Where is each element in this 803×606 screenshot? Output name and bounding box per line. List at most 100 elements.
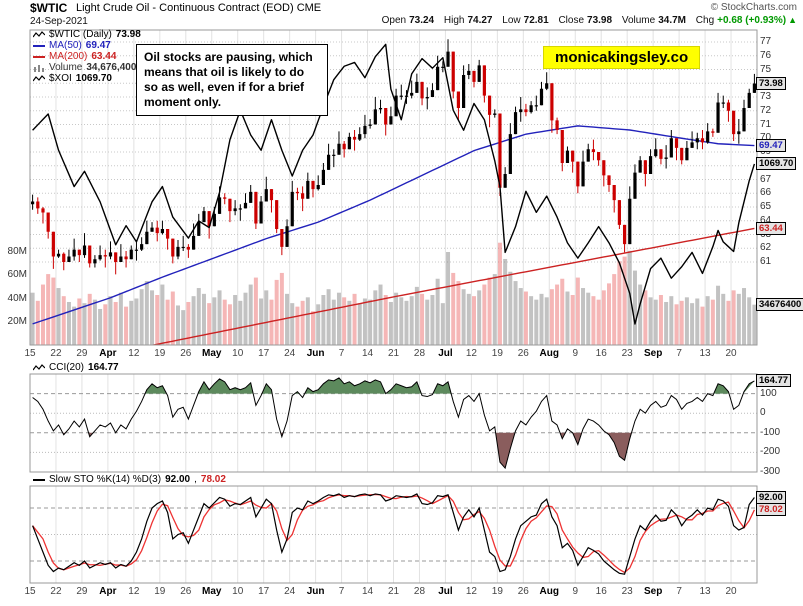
volume-axis-label: 40M — [7, 292, 27, 304]
price-axis-label: 72 — [760, 104, 772, 116]
sto-k-value: 92.00 — [165, 474, 191, 485]
price-axis-label: 61 — [760, 256, 772, 267]
x-axis-label: 28 — [413, 348, 426, 359]
quote-open-label: Open — [381, 15, 407, 26]
x-axis-label: Apr — [99, 348, 117, 359]
legend-label-ma50: MA(50) — [49, 40, 82, 51]
legend-value-ma200: 63.44 — [91, 51, 117, 62]
xoi-series-icon — [33, 74, 45, 81]
x-axis-label-bottom: 7 — [676, 586, 682, 597]
x-axis-label: 13 — [699, 348, 711, 359]
cci-axis-label: -100 — [760, 426, 781, 438]
x-axis-label: Jul — [438, 348, 453, 359]
copyright: © StockCharts.com — [710, 2, 797, 13]
x-axis-label-bottom: 13 — [699, 586, 711, 597]
price-value-tag: 73.98 — [756, 77, 786, 91]
ma200-series-icon — [33, 55, 45, 58]
x-axis-label-bottom: 28 — [413, 586, 426, 597]
x-axis-label: Sep — [643, 348, 663, 359]
x-axis-label-bottom: 15 — [24, 586, 36, 597]
x-axis-label: 7 — [338, 348, 345, 359]
quote-low-label: Low — [502, 15, 521, 26]
legend-row-xoi: $XOI 1069.70 — [33, 73, 141, 84]
legend-row-ma50: MA(50) 69.47 — [33, 40, 141, 51]
x-axis-label-bottom: Aug — [539, 586, 559, 597]
price-axis-label: 67 — [760, 173, 772, 185]
sto-series-icon — [33, 478, 45, 481]
cci-legend: CCI(20) 164.77 — [33, 362, 119, 373]
quote-chg-value: +0.68 (+0.93%) — [717, 15, 787, 26]
x-axis-label-bottom: 14 — [361, 586, 374, 597]
x-axis-label: 26 — [517, 348, 529, 359]
x-axis-label: 26 — [180, 348, 192, 359]
quote-line: Open 73.24 High 74.27 Low 72.81 Close 73.98 … — [382, 15, 797, 26]
x-axis-label: 12 — [128, 348, 140, 359]
wtic-series-icon — [33, 30, 45, 37]
main-legend: $WTIC (Daily) 73.98 MA(50) 69.47 MA(200) 63.4… — [33, 29, 141, 84]
sto-value-tag: 92.00 — [756, 490, 786, 504]
x-axis-label: Aug — [539, 348, 559, 359]
legend-value-wtic: 73.98 — [115, 29, 141, 40]
quote-high-label: High — [443, 15, 465, 26]
price-axis-label: 70 — [760, 132, 772, 144]
x-axis-label: 19 — [491, 348, 503, 359]
x-axis-label: 14 — [361, 348, 374, 359]
x-axis-label-bottom: 24 — [284, 586, 296, 597]
price-value-tag: 63.44 — [756, 221, 786, 235]
quote-open-value: 73.24 — [409, 15, 435, 26]
quote-high-value: 74.27 — [467, 15, 493, 26]
legend-value-xoi: 1069.70 — [75, 73, 112, 84]
x-axis-label: May — [202, 348, 222, 359]
x-axis-label: 15 — [24, 348, 36, 359]
legend-row-ma200: MA(200) 63.44 — [33, 51, 141, 62]
price-axis-label: 71 — [760, 118, 772, 130]
x-axis-label-bottom: 20 — [725, 586, 737, 597]
legend-label-volume: Volume — [49, 62, 83, 73]
x-axis-label-bottom: 26 — [180, 586, 192, 597]
up-arrow-icon: ▲ — [788, 15, 797, 25]
cci-legend-value: 164.77 — [88, 362, 119, 373]
quote-close-label: Close — [558, 15, 585, 26]
price-value-tag: 69.47 — [756, 139, 786, 153]
x-axis-label-bottom: 19 — [491, 586, 503, 597]
cci-axis-label: 0 — [760, 407, 766, 419]
legend-label-xoi: $XOI — [49, 73, 72, 84]
cci-value-tag: 164.77 — [756, 374, 792, 388]
x-axis-label: 9 — [572, 348, 579, 359]
cci-axis-label: 100 — [760, 387, 777, 399]
price-axis-label: 75 — [760, 63, 772, 75]
x-axis-label-bottom: May — [202, 586, 222, 597]
x-axis-label-bottom: 23 — [621, 586, 633, 597]
cci-legend-label: CCI(20) — [49, 362, 85, 373]
x-axis-label-bottom: 19 — [154, 586, 166, 597]
x-axis-label-bottom: 17 — [258, 586, 270, 597]
cci-series-icon — [33, 363, 45, 370]
cci-axis-label: -300 — [760, 466, 781, 477]
x-axis-label: 21 — [387, 348, 400, 359]
legend-value-ma50: 69.47 — [85, 40, 111, 51]
volume-series-icon — [34, 64, 44, 72]
x-axis-label-bottom: Jul — [438, 586, 453, 597]
x-axis-label-bottom: 9 — [572, 586, 579, 597]
sto-value-separator: , — [194, 474, 197, 485]
x-axis-label-bottom: 10 — [232, 586, 244, 597]
legend-value-volume: 34,676,400 — [86, 62, 137, 73]
volume-value-tag: 34676400 — [756, 298, 803, 312]
x-axis-label-bottom: 21 — [387, 586, 400, 597]
x-axis-label: 22 — [50, 348, 62, 359]
x-axis-label: 20 — [725, 348, 737, 359]
volume-axis-label: 80M — [7, 246, 27, 257]
chart-title: Light Crude Oil - Continuous Contract (E… — [76, 2, 322, 14]
x-axis-label: 17 — [258, 348, 270, 359]
x-axis-label: 23 — [621, 348, 633, 359]
sto-value-tag: 78.02 — [756, 503, 786, 517]
x-axis-label: 24 — [284, 348, 296, 359]
x-axis-label: 19 — [154, 348, 166, 359]
xoi-value-tag: 1069.70 — [756, 157, 797, 171]
x-axis-label: 12 — [465, 348, 477, 359]
quote-volume-value: 34.7M — [658, 15, 686, 26]
quote-low-value: 72.81 — [523, 15, 549, 26]
ma50-series-icon — [33, 44, 45, 47]
price-axis-label: 65 — [760, 201, 772, 212]
